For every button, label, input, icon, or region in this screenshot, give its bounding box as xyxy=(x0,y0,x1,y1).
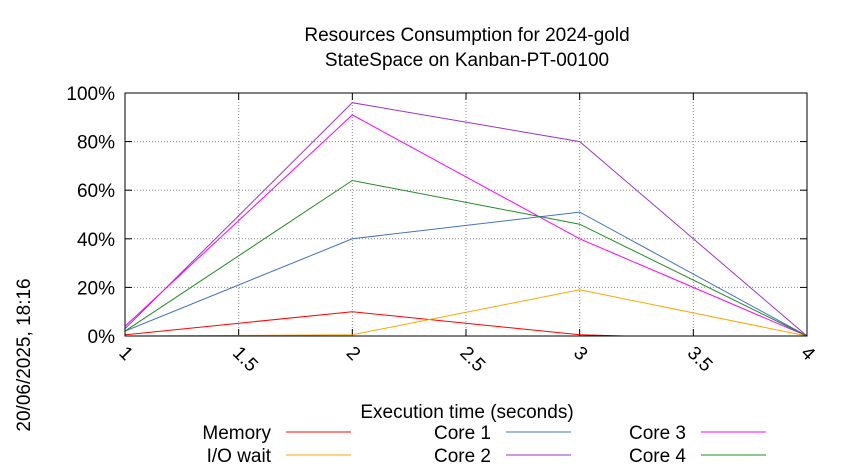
x-tick-label: 2.5 xyxy=(455,343,489,377)
chart-subtitle: StateSpace on Kanban-PT-00100 xyxy=(325,50,609,71)
x-tick-label: 1 xyxy=(114,343,136,365)
y-tick-label: 0% xyxy=(88,327,116,348)
plot-frame xyxy=(124,92,808,337)
x-tick-label: 4 xyxy=(796,343,819,366)
legend-label-core-2: Core 2 xyxy=(434,446,491,467)
series-line-core-4 xyxy=(124,179,808,337)
legend-label-memory: Memory xyxy=(202,423,271,444)
legend-label-i-o-wait: I/O wait xyxy=(207,446,272,467)
y-axis-ticks: 0% 20% 40% 60% 80% 100% xyxy=(66,84,807,348)
timestamp-label: 20/06/2025, 18:16 xyxy=(14,278,35,431)
series-lines xyxy=(124,102,808,337)
legend-label-core-4: Core 4 xyxy=(629,446,686,467)
chart-title: Resources Consumption for 2024-gold xyxy=(304,25,629,46)
x-tick-label: 2 xyxy=(342,343,364,365)
y-tick-label: 80% xyxy=(77,133,115,154)
y-tick-label: 20% xyxy=(77,278,115,299)
series-line-core-2 xyxy=(124,102,808,337)
legend-label-core-1: Core 1 xyxy=(434,423,491,444)
grid-lines xyxy=(125,93,807,336)
x-tick-label: 3 xyxy=(569,343,591,365)
y-tick-label: 40% xyxy=(77,230,115,251)
x-tick-label: 3.5 xyxy=(683,343,717,377)
series-line-i-o-wait xyxy=(124,289,808,337)
x-tick-label: 1.5 xyxy=(228,343,262,377)
series-line-core-3 xyxy=(124,114,808,337)
y-tick-label: 60% xyxy=(77,181,115,202)
x-axis-label: Execution time (seconds) xyxy=(360,402,573,423)
series-line-core-1 xyxy=(124,211,808,337)
legend-label-core-3: Core 3 xyxy=(629,423,686,444)
y-tick-label: 100% xyxy=(66,84,115,105)
